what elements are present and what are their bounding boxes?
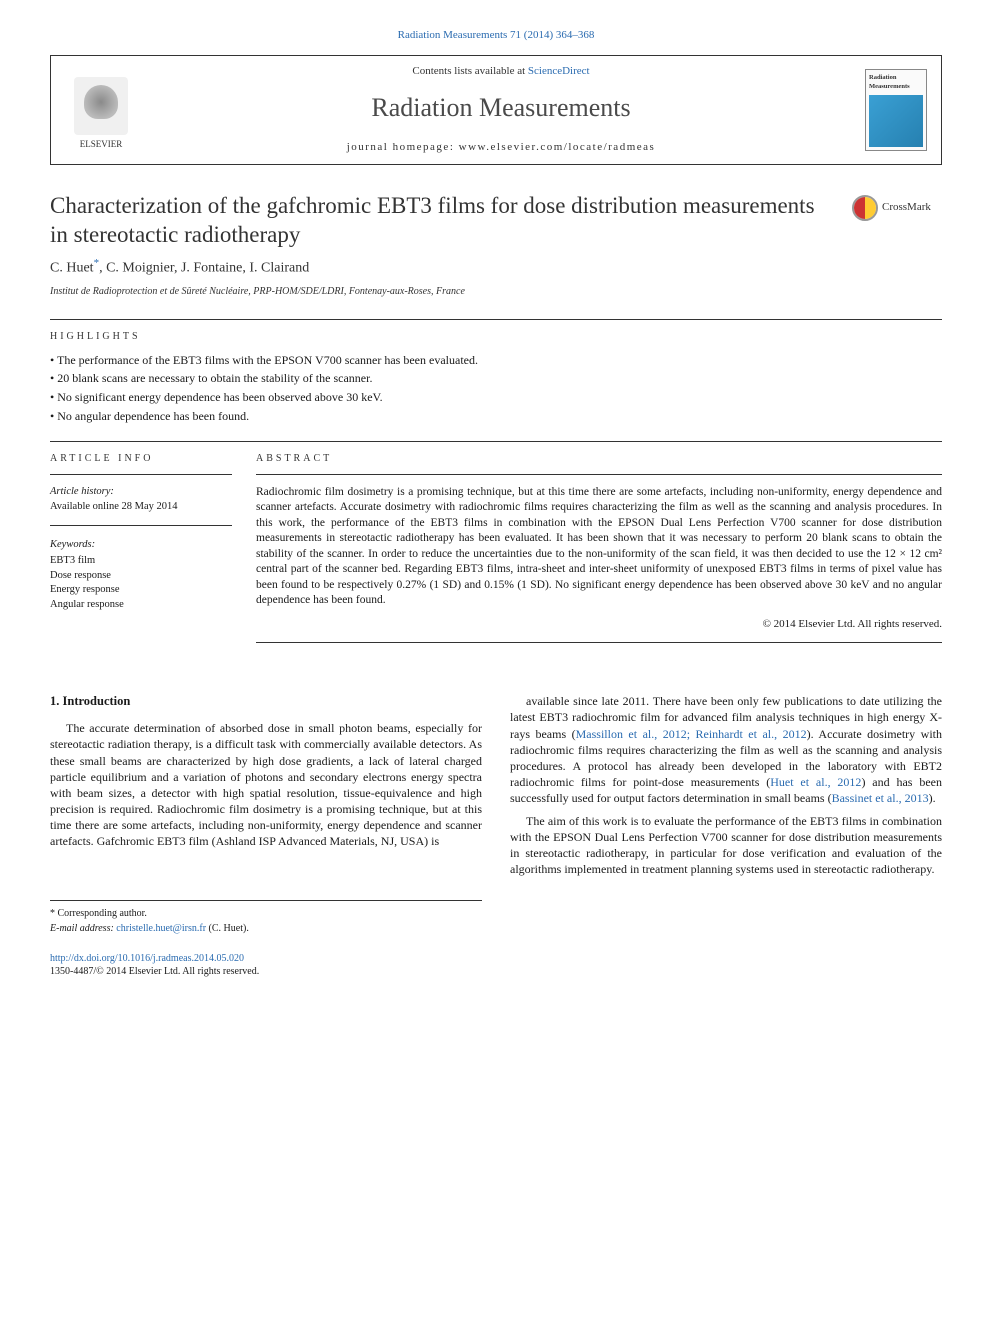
keyword: Dose response [50, 569, 232, 584]
citation-link[interactable]: Massillon et al., 2012; Reinhardt et al.… [576, 727, 807, 741]
article-info-column: ARTICLE INFO Article history: Available … [50, 452, 232, 654]
doi-block: http://dx.doi.org/10.1016/j.radmeas.2014… [50, 952, 482, 979]
journal-header-box: ELSEVIER Contents lists available at Sci… [50, 55, 942, 164]
elsevier-tree-icon [74, 77, 128, 135]
abstract-column: ABSTRACT Radiochromic film dosimetry is … [256, 452, 942, 654]
citation-link[interactable]: Bassinet et al., 2013 [832, 791, 929, 805]
crossmark-badge[interactable]: CrossMark [852, 195, 942, 221]
article-info-label: ARTICLE INFO [50, 452, 232, 466]
abstract-text: Radiochromic film dosimetry is a promisi… [256, 485, 942, 609]
history-label: Article history: [50, 485, 232, 500]
journal-cover-image [869, 95, 923, 147]
highlights-label: HIGHLIGHTS [50, 330, 942, 344]
body-columns: 1. Introduction The accurate determinati… [50, 693, 942, 978]
body-paragraph: The accurate determination of absorbed d… [50, 720, 482, 850]
article-title: Characterization of the gafchromic EBT3 … [50, 191, 836, 251]
email-line: E-mail address: christelle.huet@irsn.fr … [50, 922, 482, 936]
body-column-left: 1. Introduction The accurate determinati… [50, 693, 482, 978]
sciencedirect-link[interactable]: ScienceDirect [528, 65, 590, 77]
body-paragraph: available since late 2011. There have be… [510, 693, 942, 806]
affiliation: Institut de Radioprotection et de Sûreté… [50, 285, 942, 299]
rule [50, 441, 942, 442]
elsevier-label: ELSEVIER [80, 138, 123, 151]
journal-homepage-line: journal homepage: www.elsevier.com/locat… [137, 140, 865, 155]
highlight-item: 20 blank scans are necessary to obtain t… [50, 370, 942, 387]
body-column-right: available since late 2011. There have be… [510, 693, 942, 978]
corresponding-author-footer: * Corresponding author. E-mail address: … [50, 900, 482, 936]
meta-abstract-row: ARTICLE INFO Article history: Available … [50, 452, 942, 654]
rule [256, 642, 942, 643]
header-center: Contents lists available at ScienceDirec… [137, 64, 865, 155]
corresponding-label: * Corresponding author. [50, 907, 482, 921]
keyword: Energy response [50, 583, 232, 598]
crossmark-icon [852, 195, 878, 221]
doi-link[interactable]: http://dx.doi.org/10.1016/j.radmeas.2014… [50, 952, 482, 966]
abstract-copyright: © 2014 Elsevier Ltd. All rights reserved… [256, 617, 942, 632]
journal-name: Radiation Measurements [137, 90, 865, 126]
rule [256, 474, 942, 475]
keyword: EBT3 film [50, 554, 232, 569]
abstract-label: ABSTRACT [256, 452, 942, 466]
highlight-item: No significant energy dependence has bee… [50, 389, 942, 406]
rule [50, 319, 942, 320]
keyword: Angular response [50, 598, 232, 613]
top-citation: Radiation Measurements 71 (2014) 364–368 [50, 28, 942, 43]
intro-heading: 1. Introduction [50, 693, 482, 710]
highlights-list: The performance of the EBT3 films with t… [50, 352, 942, 425]
elsevier-logo[interactable]: ELSEVIER [65, 69, 137, 151]
article-header: Characterization of the gafchromic EBT3 … [50, 191, 942, 251]
citation-link[interactable]: Huet et al., 2012 [770, 775, 861, 789]
keywords-label: Keywords: [50, 538, 232, 553]
contents-lists-line: Contents lists available at ScienceDirec… [137, 64, 865, 79]
email-link[interactable]: christelle.huet@irsn.fr [116, 923, 206, 934]
issn-copyright: 1350-4487/© 2014 Elsevier Ltd. All right… [50, 965, 482, 979]
journal-cover-thumb[interactable]: Radiation Measurements [865, 69, 927, 151]
authors-line: C. Huet*, C. Moignier, J. Fontaine, I. C… [50, 256, 942, 278]
rule [50, 525, 232, 526]
highlight-item: No angular dependence has been found. [50, 408, 942, 425]
body-paragraph: The aim of this work is to evaluate the … [510, 813, 942, 878]
top-citation-link[interactable]: Radiation Measurements 71 (2014) 364–368 [398, 29, 595, 41]
rule [50, 474, 232, 475]
highlight-item: The performance of the EBT3 films with t… [50, 352, 942, 369]
journal-homepage-url[interactable]: www.elsevier.com/locate/radmeas [459, 141, 656, 153]
history-line: Available online 28 May 2014 [50, 500, 232, 515]
